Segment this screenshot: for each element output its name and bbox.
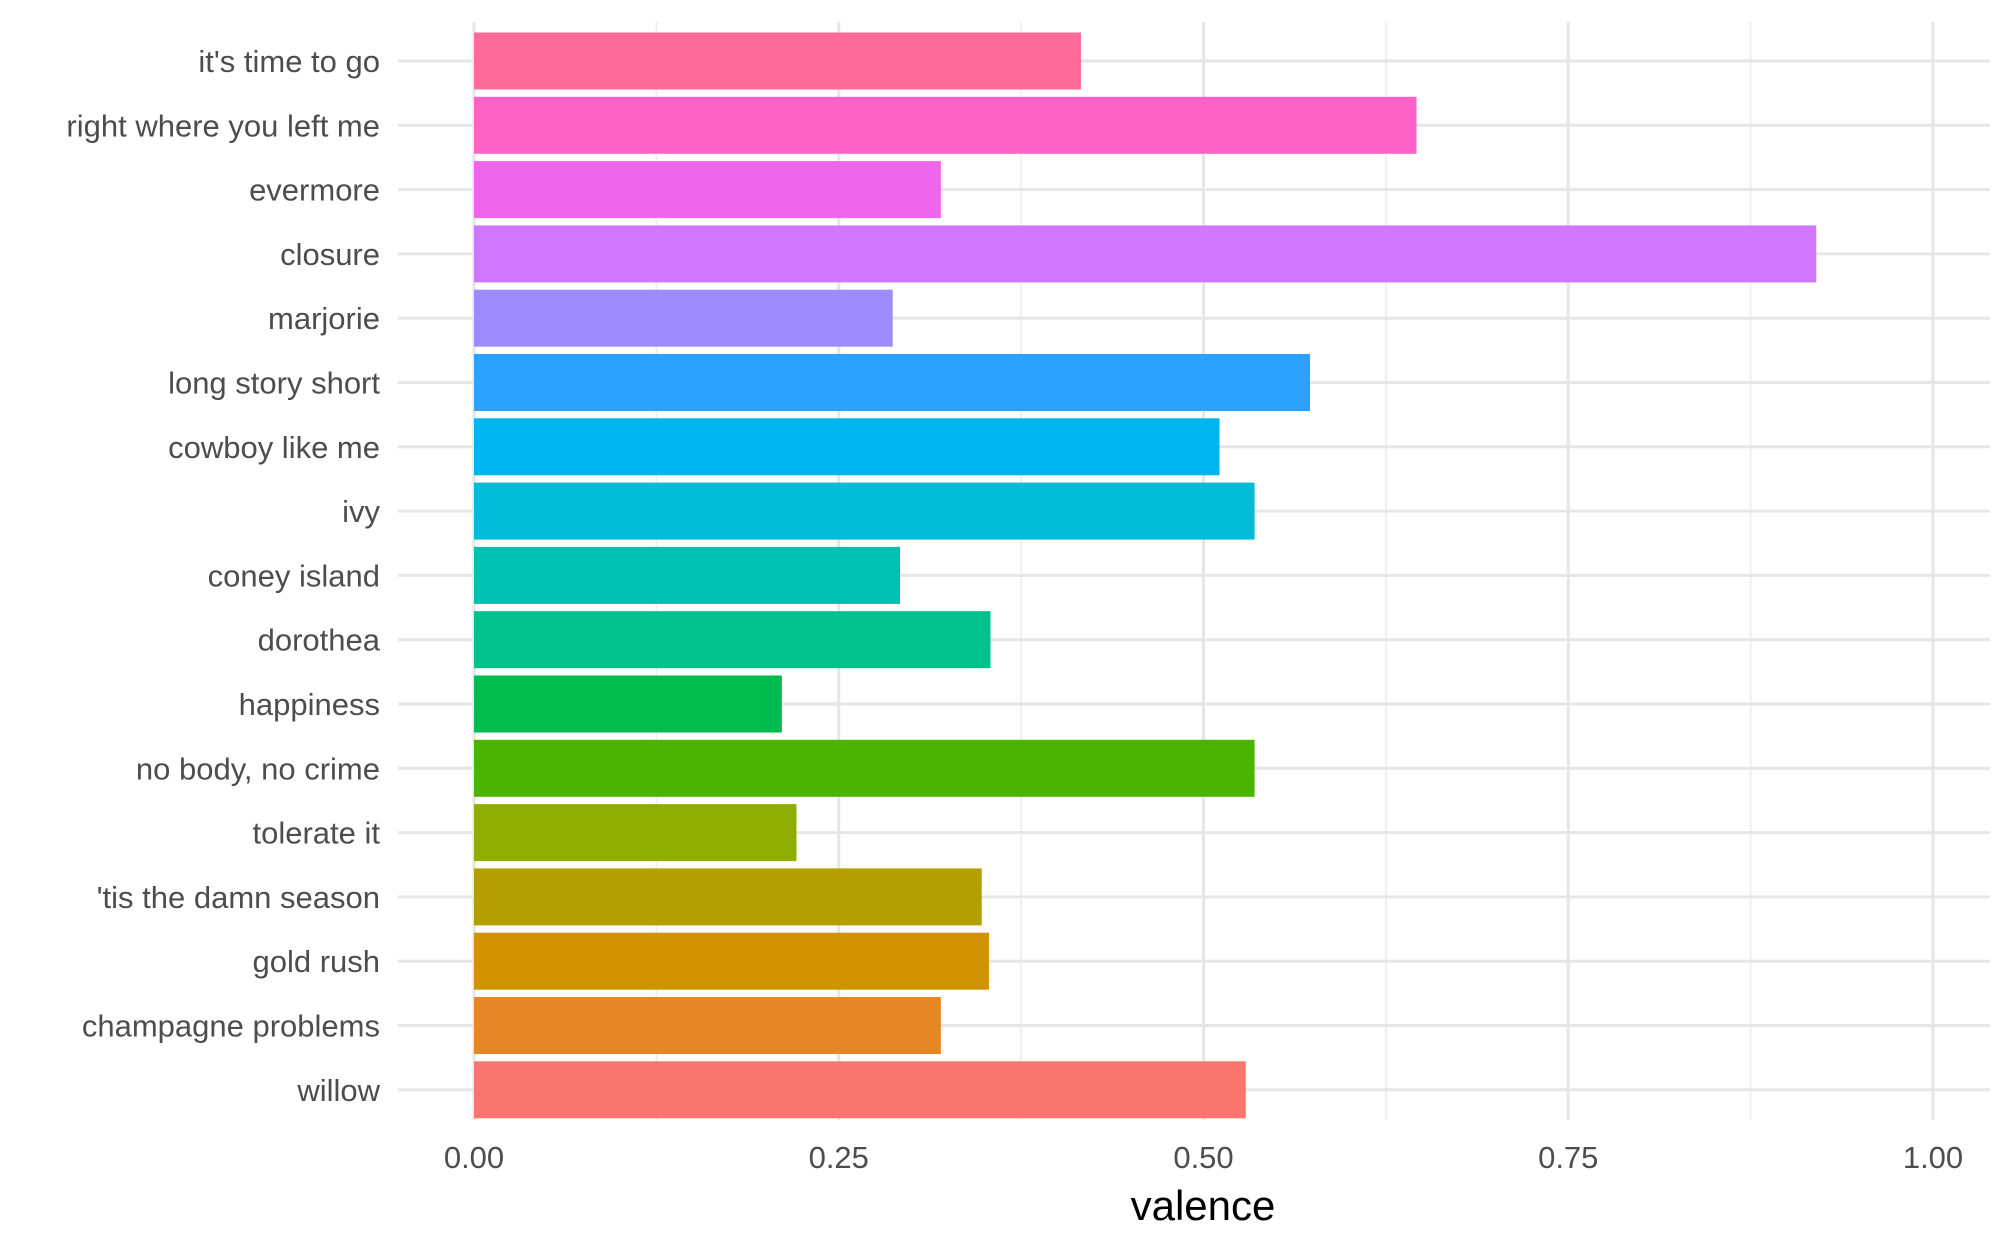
category-labels: it's time to go right where you left me ev… (66, 44, 380, 1108)
bar (474, 1061, 1246, 1119)
x-axis-title: valence (1131, 1182, 1276, 1229)
bar (474, 225, 1817, 283)
bar (474, 161, 941, 219)
category-label: closure (280, 237, 380, 272)
bars (474, 32, 1817, 1119)
bar (474, 739, 1255, 797)
category-label: right where you left me (66, 108, 380, 143)
category-label: 'tis the damn season (97, 880, 380, 915)
category-label: marjorie (268, 301, 380, 336)
bar (474, 289, 893, 347)
bar (474, 546, 901, 604)
x-tick-label: 0.75 (1538, 1140, 1598, 1175)
x-tick-label: 0.50 (1173, 1140, 1233, 1175)
x-tick-labels: 0.00 0.25 0.50 0.75 1.00 (444, 1140, 1963, 1175)
bar (474, 32, 1081, 90)
bar (474, 804, 797, 862)
category-label: ivy (342, 494, 380, 529)
x-tick-label: 1.00 (1903, 1140, 1963, 1175)
bar (474, 418, 1220, 476)
bar (474, 482, 1255, 540)
x-tick-label: 0.25 (809, 1140, 869, 1175)
category-label: no body, no crime (136, 751, 380, 786)
category-label: evermore (249, 173, 380, 208)
bar (474, 675, 782, 733)
category-label: tolerate it (252, 816, 380, 851)
category-label: long story short (168, 366, 380, 401)
category-label: coney island (208, 558, 380, 593)
category-label: cowboy like me (168, 430, 380, 465)
category-label: happiness (239, 687, 380, 722)
category-label: gold rush (252, 944, 380, 979)
category-label: willow (296, 1073, 380, 1108)
x-tick-label: 0.00 (444, 1140, 504, 1175)
bar (474, 611, 991, 669)
bar (474, 997, 941, 1054)
category-label: champagne problems (82, 1009, 380, 1044)
bar (474, 354, 1311, 411)
bar (474, 932, 990, 990)
bar (474, 868, 982, 926)
category-label: dorothea (258, 623, 381, 658)
bar (474, 96, 1417, 154)
category-label: it's time to go (198, 44, 380, 79)
